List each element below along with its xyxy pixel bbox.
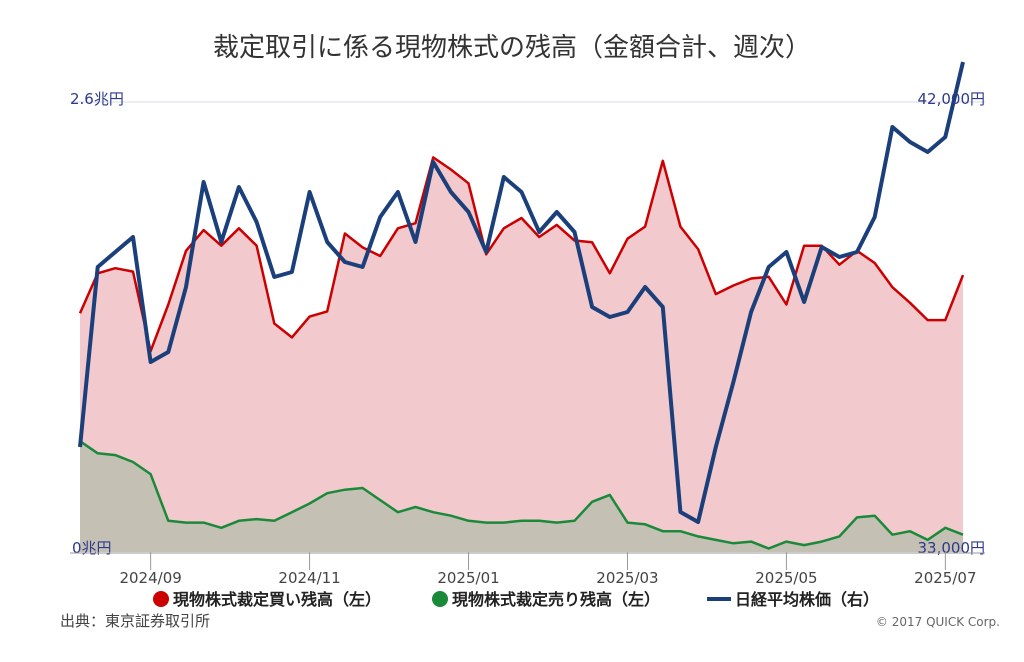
x-tick-label: 2025/01 (437, 569, 499, 587)
copyright-note: © 2017 QUICK Corp. (876, 615, 1000, 629)
buy-balance-area (80, 157, 963, 552)
chart-title: 裁定取引に係る現物株式の残高（金額合計、週次） (213, 33, 811, 63)
source-note: 出典：東京証券取引所 (60, 612, 210, 630)
legend-item-nikkei: 日経平均株価（右） (707, 590, 879, 609)
x-tick-label: 2025/05 (755, 569, 817, 587)
x-axis: 2024/09 2024/11 2025/01 2025/03 2025/05 2025/… (70, 552, 985, 587)
x-tick-label: 2025/07 (914, 569, 976, 587)
legend-item-buy: 現物株式裁定買い残高（左） (153, 590, 381, 609)
right-axis-bottom-label: 33,000円 (918, 539, 986, 557)
sell-balance-area (80, 441, 963, 552)
x-tick-label: 2024/11 (278, 569, 340, 587)
left-axis-top-label: 2.6兆円 (70, 90, 124, 108)
legend-label-buy: 現物株式裁定買い残高（左） (173, 590, 381, 609)
nikkei-line (78, 61, 965, 524)
legend: 現物株式裁定買い残高（左） 現物株式裁定売り残高（左） 日経平均株価（右） (153, 590, 879, 609)
legend-dot-sell (432, 591, 448, 607)
legend-item-sell: 現物株式裁定売り残高（左） (432, 590, 660, 609)
left-axis-bottom-label: 0兆円 (72, 539, 112, 557)
x-tick-label: 2024/09 (119, 569, 181, 587)
legend-dot-buy (153, 591, 169, 607)
legend-label-nikkei: 日経平均株価（右） (735, 590, 879, 609)
legend-label-sell: 現物株式裁定売り残高（左） (452, 590, 660, 609)
x-tick-label: 2025/03 (596, 569, 658, 587)
buy-balance-line (78, 156, 965, 353)
plot-area (70, 61, 985, 552)
right-axis-top-label: 42,000円 (918, 90, 986, 108)
sell-balance-line (79, 440, 964, 550)
